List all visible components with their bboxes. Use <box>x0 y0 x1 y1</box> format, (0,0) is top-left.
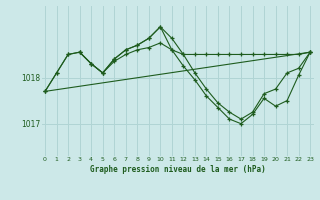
X-axis label: Graphe pression niveau de la mer (hPa): Graphe pression niveau de la mer (hPa) <box>90 165 266 174</box>
